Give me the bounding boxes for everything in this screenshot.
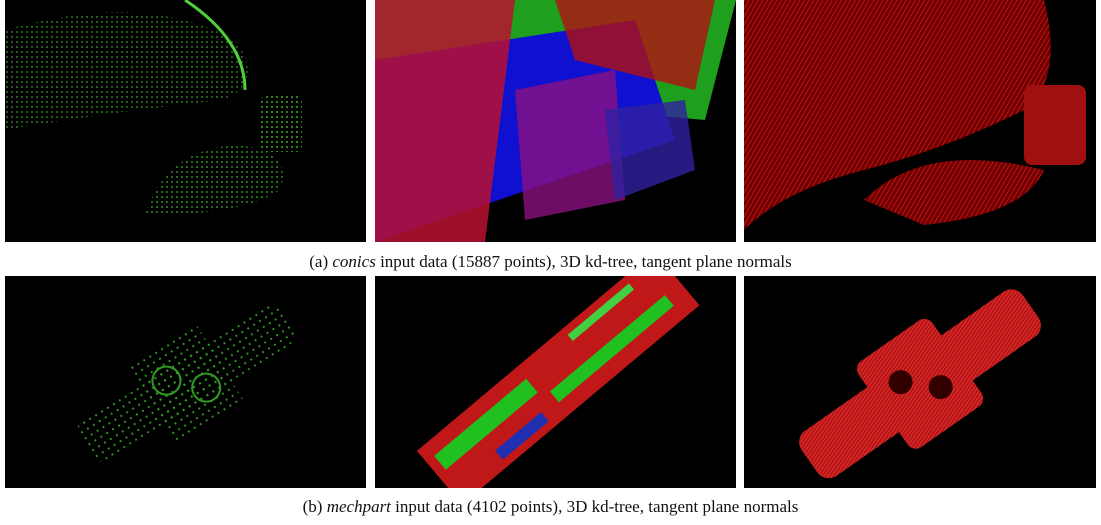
conics-normals-panel (744, 0, 1096, 242)
figure-page: (a) conics input data (15887 points), 3D… (0, 0, 1101, 525)
caption-a: (a) conics input data (15887 points), 3D… (0, 252, 1101, 272)
mechpart-normals-panel (744, 276, 1096, 488)
mechpart-kdtree-panel (375, 276, 736, 488)
dataset-name: mechpart (327, 497, 391, 516)
conics-input-panel (5, 0, 366, 242)
caption-text: input data (4102 points), 3D kd-tree, ta… (395, 497, 798, 516)
caption-label: (a) (309, 252, 328, 271)
caption-text: input data (15887 points), 3D kd-tree, t… (380, 252, 792, 271)
conics-kdtree-panel (375, 0, 736, 242)
caption-label: (b) (303, 497, 323, 516)
caption-b: (b) mechpart input data (4102 points), 3… (0, 497, 1101, 517)
dataset-name: conics (332, 252, 375, 271)
mechpart-input-panel (5, 276, 366, 488)
